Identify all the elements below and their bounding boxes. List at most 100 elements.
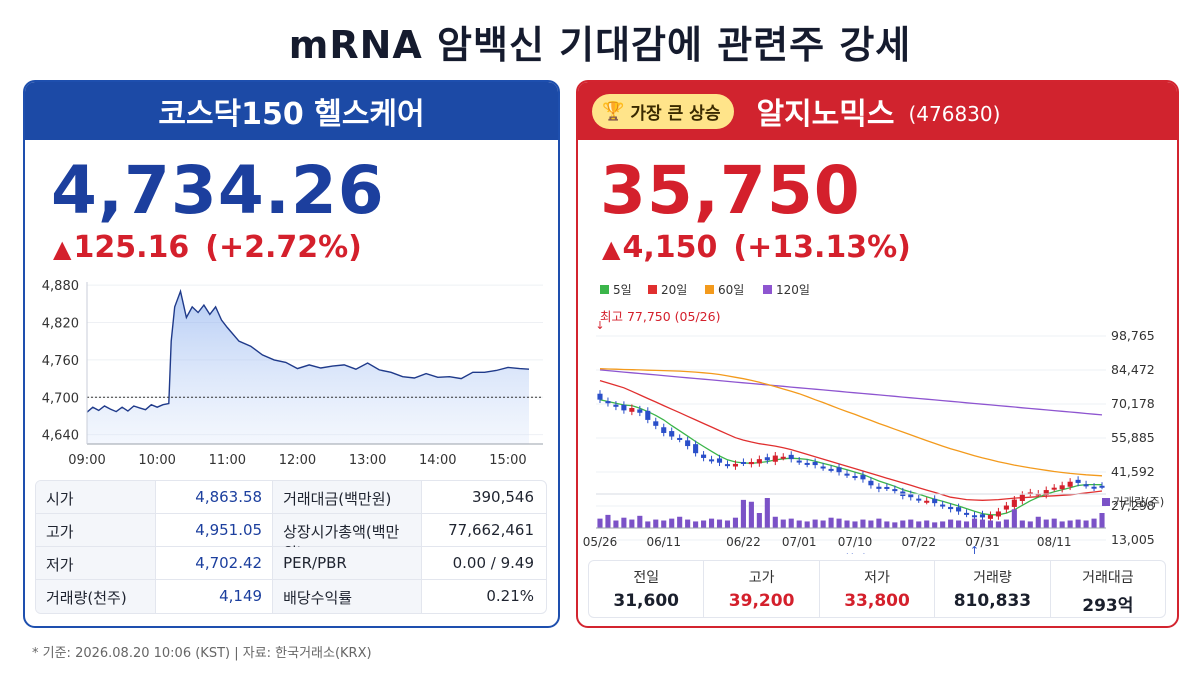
index-change: ▲125.16 (+2.72%) — [53, 230, 362, 265]
candle-body — [748, 461, 754, 465]
volume-bar — [820, 520, 826, 528]
stock-code: (476830) — [908, 102, 1001, 126]
high-marker-icon: ↓ — [595, 319, 604, 332]
volume-bar — [828, 517, 834, 528]
candle-body — [677, 437, 683, 440]
up-arrow-icon: ▲ — [602, 235, 621, 263]
volume-bar — [892, 522, 898, 528]
volume-bar — [756, 513, 762, 528]
candle-body — [987, 515, 994, 519]
candle-body — [716, 458, 723, 463]
candle-body — [669, 431, 675, 437]
volume-bar — [605, 514, 611, 528]
candle-body — [852, 476, 858, 479]
volume-chart: 거래량(주) 05/26 06/11 06/22 07/01 07/10 07/22 07/3… — [583, 493, 1164, 549]
stock-change-pct: (+13.13%) — [733, 230, 911, 265]
stats-value: 4,951.05 — [156, 514, 274, 546]
stock-change-value: 4,150 — [622, 230, 718, 265]
volume-bar — [852, 521, 858, 528]
candle-body — [637, 409, 643, 413]
candle-body — [1051, 487, 1057, 490]
stats-label: 고가 — [36, 514, 156, 546]
candle-body — [1091, 486, 1097, 489]
volume-legend-swatch — [1102, 498, 1110, 506]
index-name: 코스닥150 헬스케어 — [158, 97, 425, 132]
volume-bar — [1043, 519, 1049, 528]
y-tick-label: 4,640 — [42, 429, 79, 444]
volume-bar — [701, 520, 707, 528]
candle-body — [812, 461, 818, 466]
candle-body — [1083, 484, 1089, 487]
candle-body — [701, 454, 707, 458]
candle-body — [844, 473, 850, 476]
x-tick-label: 06/22 — [726, 535, 761, 549]
candle-body — [1099, 485, 1105, 488]
candle-body — [756, 459, 762, 464]
ma5-line — [599, 399, 1103, 516]
volume-bar — [780, 519, 786, 528]
candle-body — [1035, 493, 1041, 496]
volume-bar — [613, 520, 619, 528]
volume-bar — [597, 518, 603, 528]
stats-value: 4,149 — [156, 580, 274, 613]
candle-body — [916, 498, 922, 501]
volume-bar — [740, 499, 746, 528]
volume-bar — [772, 516, 778, 528]
volume-bar — [860, 519, 866, 528]
summary-cell: 고가 39,200 — [704, 561, 820, 617]
candle-body — [804, 462, 810, 465]
x-tick-label: 09:00 — [68, 453, 105, 468]
volume-bar — [677, 516, 683, 528]
y-tick-label: 4,700 — [42, 391, 79, 406]
volume-bar — [971, 518, 978, 528]
stats-value: 390,546 — [471, 488, 534, 506]
summary-cell: 거래대금 293억 — [1051, 561, 1165, 617]
volume-bar — [1027, 521, 1033, 528]
stats-row: 저가 4,702.42 PER/PBR 0.00 / 9.49 — [36, 547, 546, 580]
volume-bar — [804, 521, 810, 528]
candle-body — [708, 459, 715, 462]
y-tick-label: 84,472 — [1111, 362, 1155, 377]
y-tick-label: 4,820 — [42, 317, 79, 332]
index-stats-table: 시가 4,863.58 거래대금(백만원) 390,546 고가 4,951.05 상장시가… — [35, 480, 547, 614]
volume-bar — [629, 519, 635, 528]
legend-swatch — [600, 285, 609, 294]
volume-bar — [956, 520, 962, 528]
volume-bar — [979, 519, 986, 528]
candle-body — [971, 515, 978, 518]
volume-bar — [637, 515, 643, 528]
candle-body — [1027, 492, 1033, 495]
candle-body — [764, 457, 770, 461]
x-tick-label: 07/31 — [965, 535, 1000, 549]
volume-bar — [661, 520, 667, 528]
candle-body — [653, 421, 659, 426]
legend-label: 20일 — [661, 283, 687, 297]
volume-bar — [868, 520, 874, 528]
candle-body — [892, 489, 898, 492]
candle-body — [1003, 505, 1009, 510]
volume-bar — [932, 522, 938, 528]
candle-body — [924, 500, 930, 503]
candle-body — [645, 410, 651, 420]
stats-label: PER/PBR — [273, 547, 423, 579]
x-tick-label: 06/11 — [646, 535, 681, 549]
y-tick-label: 27,298 — [1111, 498, 1155, 513]
candle-body — [940, 504, 946, 507]
candlestick-chart: 5일 20일 60일 120일 98,765 84,472 70,178 55,885 41,5… — [595, 283, 1155, 554]
volume-bar — [669, 518, 675, 528]
candle-body — [1075, 479, 1081, 483]
volume-bar — [693, 521, 699, 528]
candle-body — [605, 401, 611, 404]
candle-body — [1067, 481, 1073, 487]
x-tick-label: 07/22 — [901, 535, 936, 549]
candle-body — [876, 486, 882, 489]
volume-bar — [685, 519, 691, 528]
index-change-value: 125.16 — [73, 230, 190, 265]
summary-value: 293억 — [1082, 596, 1134, 616]
volume-bar — [940, 521, 946, 528]
candle-body — [740, 461, 746, 464]
stats-label: 저가 — [36, 547, 156, 579]
stock-name: 알지노믹스 — [756, 97, 895, 132]
candle-body — [1059, 485, 1065, 490]
x-tick-label: 07/10 — [838, 535, 873, 549]
